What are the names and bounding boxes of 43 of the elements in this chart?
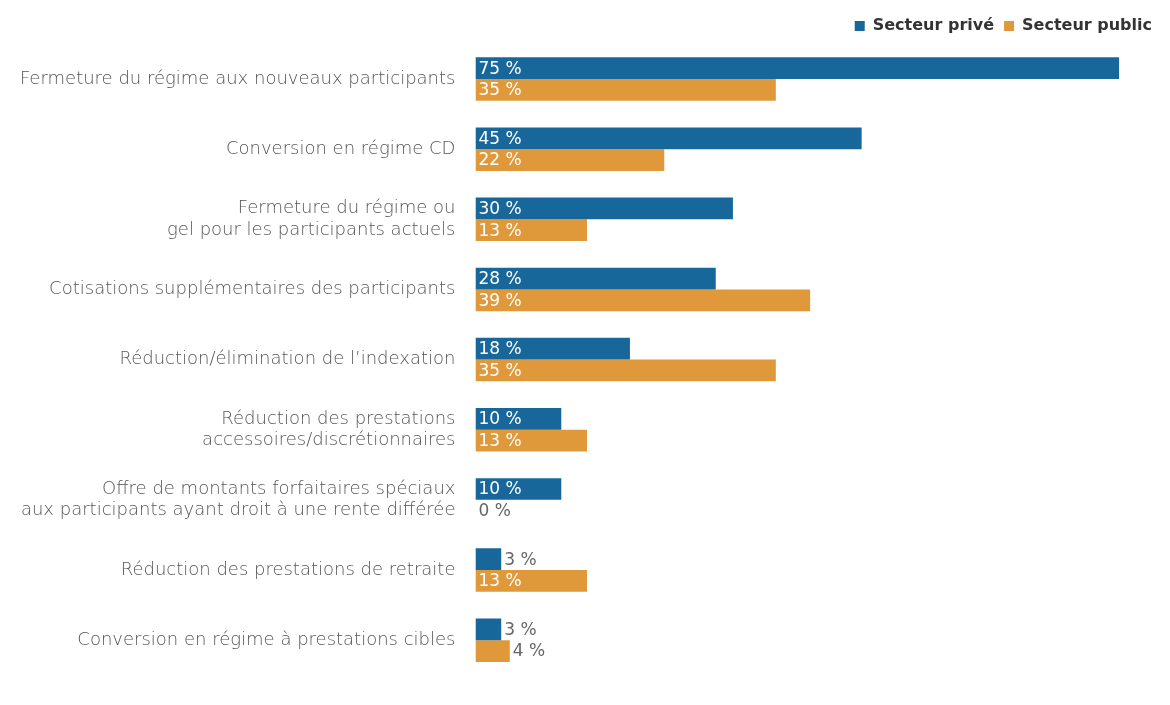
- bar: [475, 640, 510, 662]
- bar: [475, 79, 776, 101]
- y-tick-label: Réduction des prestations de retraite: [120, 557, 456, 579]
- data-label: 13 %: [478, 570, 522, 591]
- bar: [475, 570, 588, 592]
- data-label: 10 %: [478, 408, 522, 429]
- y-tick-label: Offre de montants forfaitaires spéciaux aux participants ayant droit à une rente différée: [20, 476, 456, 520]
- data-label: 28 %: [478, 268, 522, 289]
- data-label: 10 %: [478, 478, 522, 499]
- bar: [475, 127, 862, 150]
- data-label: 3 %: [504, 548, 537, 569]
- data-label: 39 %: [478, 289, 522, 310]
- data-label: 0 %: [478, 500, 511, 521]
- bar: [475, 149, 665, 171]
- data-label: 22 %: [478, 149, 522, 170]
- bar: [475, 548, 502, 570]
- legend-label: Secteur public: [1022, 15, 1153, 35]
- bar: [475, 337, 630, 360]
- data-label: 45 %: [478, 127, 522, 148]
- bar: [475, 197, 733, 220]
- y-tick-label: Réduction/élimination de l’indexation: [119, 347, 456, 369]
- bar: [475, 57, 1120, 80]
- bar: [475, 267, 716, 290]
- data-label: 18 %: [478, 338, 522, 359]
- bar: [475, 359, 776, 382]
- y-tick-label: Fermeture du régime ou gel pour les participants actuels: [167, 196, 456, 239]
- data-label: 35 %: [478, 359, 522, 380]
- bar: [475, 289, 811, 312]
- y-tick-label: Réduction des prestations accessoires/discrétionnaires: [202, 406, 456, 450]
- legend-label: Secteur privé: [872, 15, 995, 35]
- bar: [475, 618, 502, 641]
- data-label: 35 %: [478, 79, 522, 100]
- data-label: 13 %: [478, 219, 522, 240]
- y-tick-label: Conversion en régime CD: [225, 136, 456, 158]
- y-tick-label: Cotisations supplémentaires des participants: [49, 277, 456, 299]
- data-label: 3 %: [504, 618, 537, 639]
- data-label: 75 %: [478, 57, 522, 78]
- y-tick-label: Fermeture du régime aux nouveaux participants: [19, 66, 456, 88]
- data-label: 13 %: [478, 430, 522, 451]
- data-label: 4 %: [512, 640, 546, 661]
- bar: [475, 219, 588, 242]
- y-tick-label: Conversion en régime à prestations cibles: [77, 627, 456, 649]
- data-label: 30 %: [478, 197, 522, 218]
